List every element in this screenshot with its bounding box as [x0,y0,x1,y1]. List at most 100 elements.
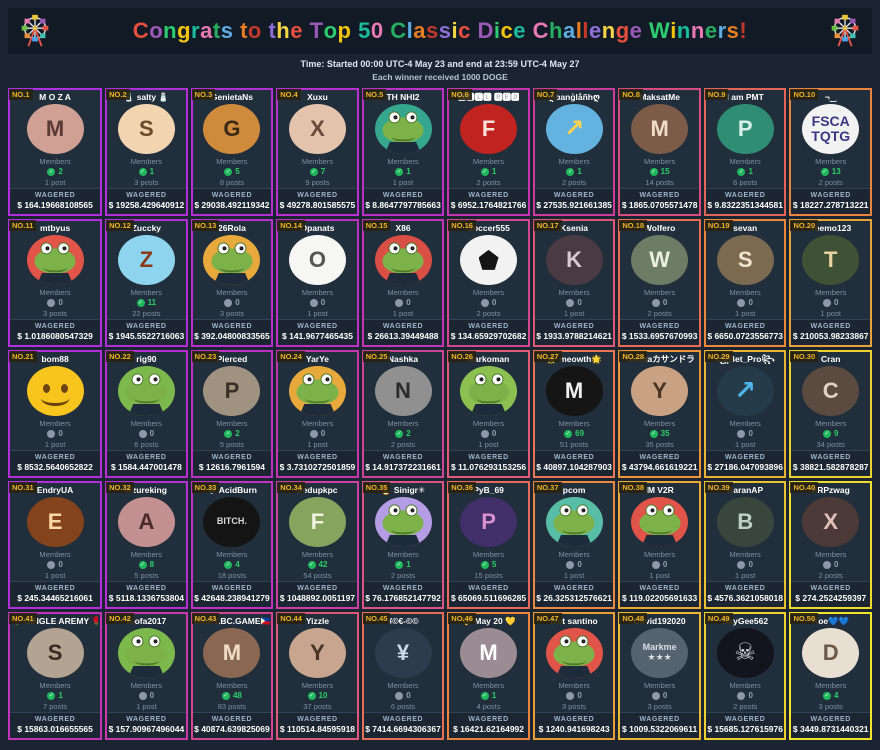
username[interactable]: Zuccky [131,223,162,233]
winner-card[interactable]: NO.13 26Rola Members 0 3 posts WAGERED $… [190,219,274,347]
avatar[interactable] [288,365,346,416]
avatar[interactable]: K [545,234,603,285]
username[interactable]: rig90 [136,354,157,364]
winner-card[interactable]: NO.8 MaksatMe M Members 15 14 posts WAGE… [618,88,701,216]
avatar[interactable]: M [203,627,261,678]
winner-card[interactable]: NO.22 rig90 Members 0 6 posts WAGERED $ … [105,350,188,478]
avatar[interactable]: FSCA TQTG [802,103,860,154]
winner-card[interactable]: NO.2 🧂 salty 🧂 S Members 1 3 posts WAGER… [105,88,188,216]
username[interactable]: GenietaNs [210,92,253,102]
username[interactable]: 🌟 meowth🌟 [546,354,602,364]
winner-card[interactable]: NO.16 Soccer555 Members 0 2 posts WAGERE… [447,219,530,347]
winner-card[interactable]: NO.37 pcom Members 0 1 post WAGERED $ 26… [532,481,616,609]
avatar[interactable]: M [26,103,84,154]
username[interactable]: Teemo123 [810,223,852,233]
username[interactable]: Covid192020 [633,616,686,626]
username[interactable]: PyB_69 [473,485,504,495]
username[interactable]: Yokotaカサンドラ [624,354,695,364]
winner-card[interactable]: NO.47 last santino Members 0 3 posts WAG… [532,612,616,740]
avatar[interactable]: T [802,234,860,285]
username[interactable]: Fedupkpc [297,485,338,495]
winner-card[interactable]: NO.36 PyB_69 P Members 5 15 posts WAGERE… [447,481,530,609]
avatar[interactable] [203,234,261,285]
winner-card[interactable]: NO.28 Yokotaカサンドラ Y Members 35 35 posts … [618,350,701,478]
avatar[interactable]: D [802,627,860,678]
winner-card[interactable]: NO.21 bom88 Members 0 1 post WAGERED $ 8… [8,350,103,478]
avatar[interactable]: Markme ★★★ [631,627,689,678]
avatar[interactable] [545,627,603,678]
winner-card[interactable]: NO.35 🔥 Sinigr✳ Members 1 2 posts WAGERE… [361,481,445,609]
winner-card[interactable]: NO.7 ღbanģlåñhღ ↗ Members 1 2 posts WAGE… [532,88,616,216]
winner-card[interactable]: NO.44 Yizzle Y Members 10 37 posts WAGER… [276,612,359,740]
winner-card[interactable]: NO.11 mtbyus Members 0 3 posts WAGERED $… [8,219,103,347]
username[interactable]: XRPzwag [811,485,850,495]
winner-card[interactable]: NO.15 X86 Members 0 1 post WAGERED $ 266… [361,219,445,347]
username[interactable]: 🔥 Sinigr✳ [380,485,426,495]
winner-card[interactable]: NO.12 Zuccky Z Members 11 22 posts WAGER… [105,219,188,347]
username[interactable]: Ksenia [560,223,589,233]
avatar[interactable]: ↗ [545,103,603,154]
avatar[interactable]: Y [288,627,346,678]
username[interactable]: KayGee562 [722,616,769,626]
winner-card[interactable]: NO.45 ¥©€-©© ¥ Members 0 6 posts WAGERED… [361,612,445,740]
username[interactable]: mtbyus [39,223,71,233]
avatar[interactable]: ¥ [374,627,432,678]
winner-card[interactable]: NO.1 M O Z A M Members 2 1 post WAGERED … [8,88,103,216]
username[interactable]: 💛 May 20 💛 [461,616,516,626]
avatar[interactable]: S [26,627,84,678]
username[interactable]: MARY.BC.GAME🇵🇭 [194,616,270,626]
username[interactable]: I am PMT [726,92,764,102]
winner-card[interactable]: NO.27 🌟 meowth🌟 M Members 69 51 posts WA… [532,350,616,478]
winner-card[interactable]: NO.10 ¬‿ FSCA TQTG Members 13 2 posts WA… [789,88,872,216]
username[interactable]: ꧁Bet_Pro꧂ [715,354,775,364]
avatar[interactable]: BITCH. [203,496,261,547]
avatar[interactable]: O [288,234,346,285]
username[interactable]: TH NHI2 [386,92,420,102]
avatar[interactable] [545,496,603,547]
winner-card[interactable]: NO.25 Nashka N Members 2 2 posts WAGERED… [361,350,445,478]
username[interactable]: EndryUA [36,485,74,495]
username[interactable]: M O Z A [39,92,71,102]
username[interactable]: BaranAP [727,485,764,495]
username[interactable]: Soccer555 [467,223,510,233]
avatar[interactable]: F [460,103,518,154]
winner-card[interactable]: NO.4 Xuxu X Members 7 9 posts WAGERED $ … [276,88,359,216]
username[interactable]: Azureking [125,485,167,495]
winner-card[interactable]: NO.14 Opanats O Members 0 1 post WAGERED… [276,219,359,347]
avatar[interactable]: X [288,103,346,154]
avatar[interactable]: E [26,496,84,547]
avatar[interactable]: Y [631,365,689,416]
avatar[interactable]: X [802,496,860,547]
avatar[interactable]: F [288,496,346,547]
avatar[interactable] [374,496,432,547]
avatar[interactable] [374,103,432,154]
avatar[interactable] [460,365,518,416]
username[interactable]: Opanats [300,223,335,233]
avatar[interactable]: Z [117,234,175,285]
username[interactable]: 🅵🆄🅻🅻 🆁🅴🅳 [457,92,520,102]
avatar[interactable] [117,365,175,416]
username[interactable]: foofa2017 [126,616,167,626]
winner-card[interactable]: NO.39 BaranAP B Members 0 1 post WAGERED… [703,481,787,609]
username[interactable]: MaksatMe [639,92,680,102]
winner-card[interactable]: NO.17 Ksenia K Members 0 1 post WAGERED … [532,219,616,347]
avatar[interactable] [460,234,518,285]
username[interactable]: Koe💙💙 [812,616,850,626]
username[interactable]: Pierced [216,354,248,364]
avatar[interactable]: ☠ [716,627,774,678]
avatar[interactable] [117,627,175,678]
winner-card[interactable]: NO.33 🐵 AcidBurn BITCH. Members 4 18 pos… [190,481,274,609]
username[interactable]: pcom [562,485,586,495]
avatar[interactable]: W [631,234,689,285]
winner-card[interactable]: NO.29 ꧁Bet_Pro꧂ ↗ Members 0 1 post WAGER… [703,350,787,478]
winner-card[interactable]: NO.32 Azureking A Members 8 5 posts WAGE… [105,481,188,609]
username[interactable]: 🌹 SINGLE AREMY 🌹 [11,616,99,626]
username[interactable]: ღbanģlåñhღ [548,92,600,102]
username[interactable]: Wolfero [643,223,676,233]
winner-card[interactable]: NO.5 TH NHI2 Members 1 1 post WAGERED $ … [361,88,445,216]
winner-card[interactable]: NO.48 Covid192020 Markme ★★★ Members 0 3… [618,612,701,740]
winner-card[interactable]: NO.20 Teemo123 T Members 0 1 post WAGERE… [789,219,872,347]
username[interactable]: 26Rola [217,223,246,233]
avatar[interactable]: P [460,496,518,547]
winner-card[interactable]: NO.43 MARY.BC.GAME🇵🇭 M Members 48 83 pos… [190,612,274,740]
